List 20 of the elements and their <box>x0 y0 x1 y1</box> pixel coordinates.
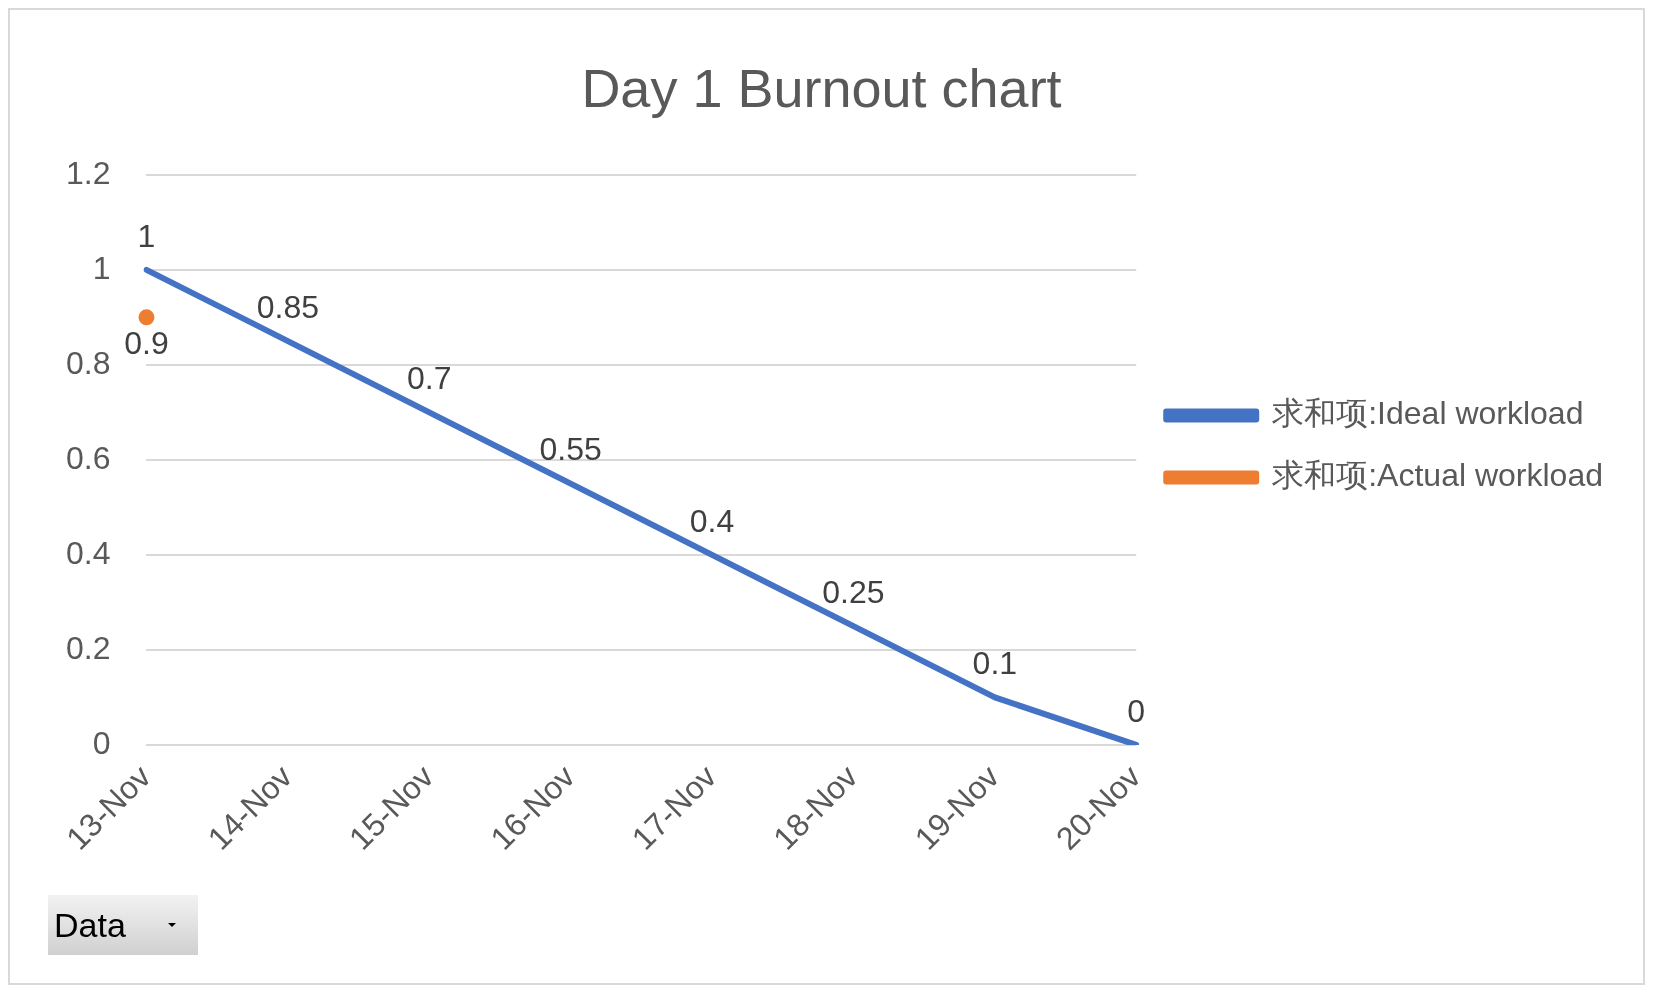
data-label: 0.25 <box>822 573 885 610</box>
data-label: 0.4 <box>689 502 735 539</box>
y-tick-label: 0 <box>92 724 111 761</box>
legend-label: 求和项:Actual workload <box>1272 457 1603 494</box>
y-tick-label: 0.8 <box>66 344 111 381</box>
data-label: 1 <box>137 217 156 254</box>
data-label: 0.1 <box>972 645 1018 682</box>
data-label: 0 <box>1127 692 1146 729</box>
y-tick-label: 1 <box>92 249 111 286</box>
legend-label: 求和项:Ideal workload <box>1272 395 1584 432</box>
y-tick-label: 1.2 <box>66 154 111 191</box>
y-tick-label: 0.4 <box>66 534 111 571</box>
data-label: 0.55 <box>539 431 602 468</box>
data-label: 0.7 <box>407 360 452 397</box>
y-tick-label: 0.6 <box>66 439 111 476</box>
data-label: 0.85 <box>256 288 320 325</box>
field-button: Data <box>48 895 198 955</box>
y-tick-label: 0.2 <box>66 629 111 666</box>
chart-title: Day 1 Burnout chart <box>581 58 1062 119</box>
data-label: 0.9 <box>124 325 169 362</box>
